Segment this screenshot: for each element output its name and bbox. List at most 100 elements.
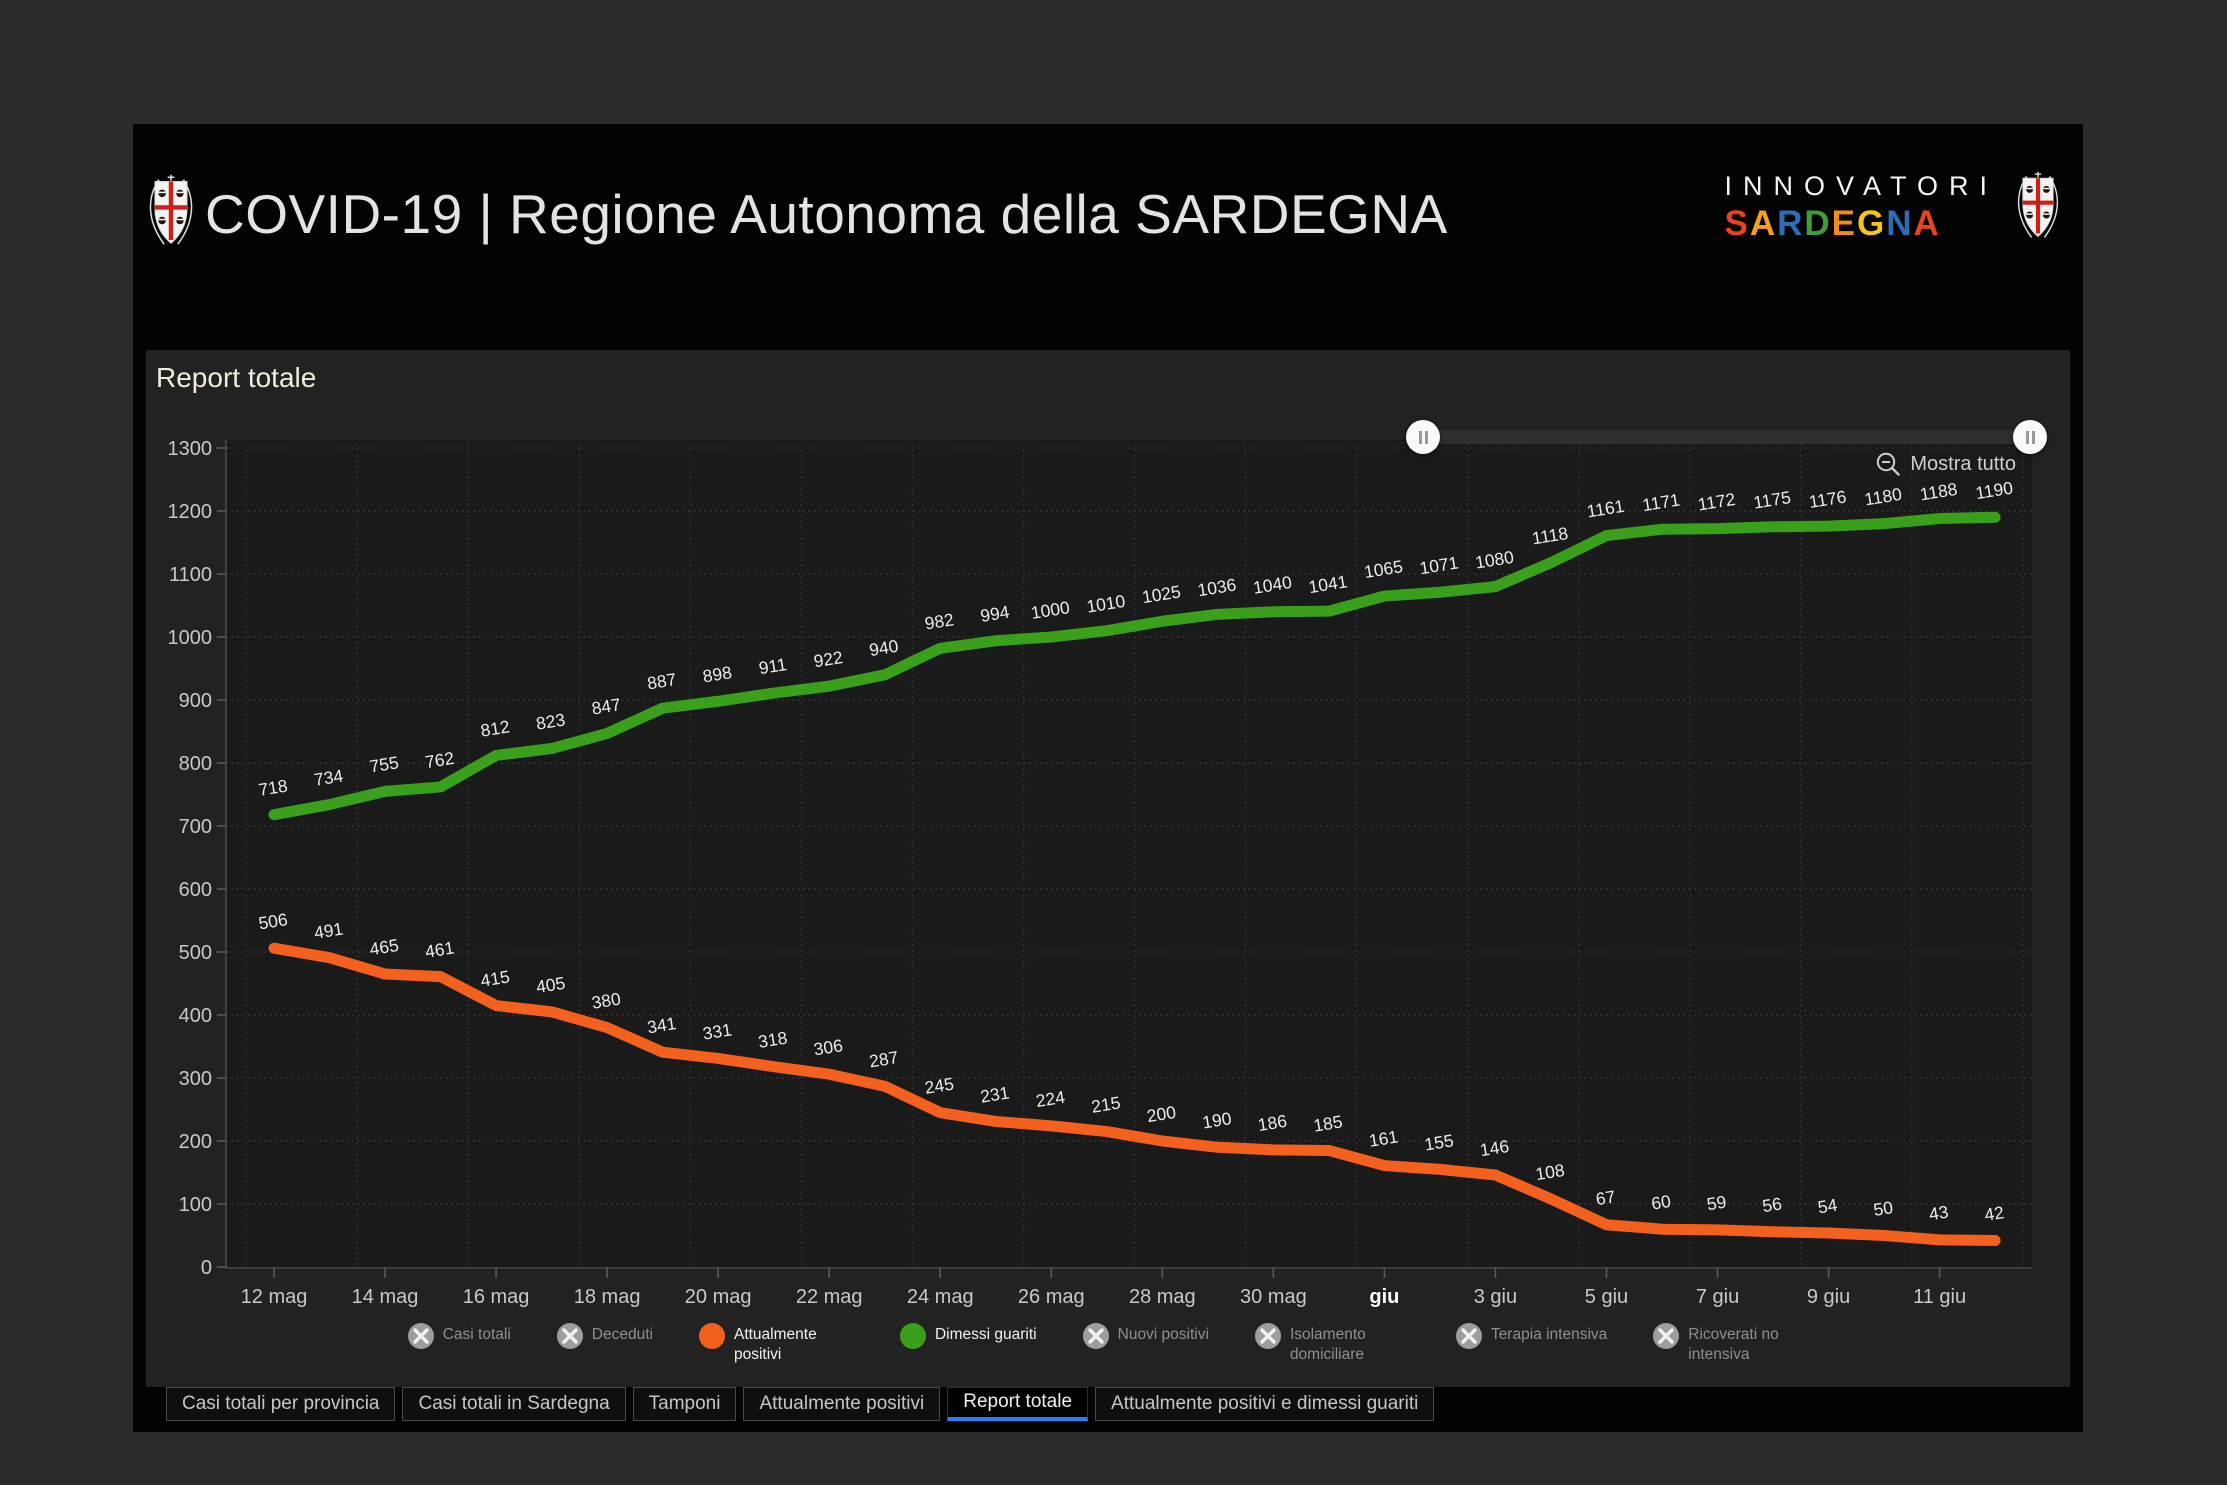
brand-letter: A: [1913, 203, 1941, 243]
page-title: COVID-19 | Regione Autonoma della SARDEG…: [205, 183, 1448, 245]
svg-text:185: 185: [1312, 1111, 1344, 1135]
svg-text:318: 318: [757, 1028, 789, 1052]
svg-text:887: 887: [646, 669, 678, 693]
svg-text:465: 465: [368, 935, 400, 959]
svg-text:224: 224: [1034, 1087, 1066, 1111]
chart-panel: Report totale 0 100 200 300 400 500 600 700 800 9…: [146, 350, 2070, 1387]
legend-series-icon: [899, 1323, 926, 1349]
sardegna-coat-of-arms-icon: [2017, 171, 2059, 238]
legend-item-casi-totali[interactable]: Casi totali: [407, 1323, 511, 1349]
legend-label: Terapia intensiva: [1490, 1326, 1608, 1343]
svg-text:43: 43: [1927, 1202, 1949, 1225]
zoom-out-icon: [1877, 452, 1901, 476]
svg-text:146: 146: [1479, 1136, 1511, 1160]
svg-text:847: 847: [590, 694, 622, 718]
svg-text:755: 755: [368, 752, 400, 776]
range-slider-left-handle[interactable]: [1406, 420, 1440, 454]
svg-text:16 mag: 16 mag: [463, 1286, 530, 1308]
svg-text:405: 405: [535, 973, 567, 997]
svg-text:67: 67: [1594, 1186, 1616, 1209]
svg-text:18 mag: 18 mag: [574, 1286, 641, 1308]
svg-text:186: 186: [1256, 1111, 1288, 1135]
svg-text:28 mag: 28 mag: [1129, 1286, 1196, 1308]
tab-casi-totali-in-sardegna[interactable]: Casi totali in Sardegna: [402, 1387, 626, 1421]
svg-text:56: 56: [1761, 1193, 1783, 1216]
svg-text:30 mag: 30 mag: [1240, 1286, 1307, 1308]
svg-text:12 mag: 12 mag: [241, 1286, 308, 1308]
brand-bottom-text: SARDEGNA: [1724, 204, 1998, 244]
svg-text:762: 762: [424, 748, 456, 772]
svg-text:108: 108: [1534, 1160, 1566, 1184]
svg-text:940: 940: [868, 636, 900, 660]
legend-item-dimessi-guariti[interactable]: Dimessi guariti: [899, 1323, 1037, 1349]
legend-item-ricoverati-no-intensiva[interactable]: Ricoverati no intensiva: [1653, 1323, 1808, 1365]
svg-text:461: 461: [424, 937, 456, 961]
tab-tamponi[interactable]: Tamponi: [632, 1387, 737, 1421]
brand-top-text: INNOVATORI: [1724, 170, 1998, 201]
svg-text:600: 600: [179, 879, 212, 901]
svg-text:898: 898: [701, 662, 733, 686]
svg-text:59: 59: [1705, 1192, 1727, 1215]
range-slider-track[interactable]: [1423, 430, 2030, 444]
svg-text:700: 700: [179, 816, 212, 838]
brand-letter: A: [1749, 203, 1778, 243]
legend-item-isolamento-domiciliare[interactable]: Isolamento domiciliare: [1254, 1323, 1410, 1365]
svg-text:5 giu: 5 giu: [1585, 1286, 1628, 1308]
chart-plot: 0 100 200 300 400 500 600 700 800 900 1000 1100 1200…: [168, 438, 2032, 1308]
tab-attualmente-positivi-e-dimessi-guariti[interactable]: Attualmente positivi e dimessi guariti: [1095, 1387, 1435, 1421]
svg-text:100: 100: [179, 1194, 212, 1216]
svg-text:161: 161: [1367, 1126, 1399, 1150]
svg-text:155: 155: [1423, 1130, 1455, 1154]
tab-report-totale[interactable]: Report totale: [947, 1387, 1089, 1421]
legend-label: Ricoverati no intensiva: [1688, 1326, 1779, 1363]
svg-text:0: 0: [201, 1257, 212, 1279]
sardegna-coat-of-arms-icon: [149, 174, 193, 245]
svg-text:718: 718: [257, 776, 289, 800]
legend-series-icon: [698, 1323, 725, 1349]
legend-item-deceduti[interactable]: Deceduti: [556, 1323, 653, 1349]
svg-text:24 mag: 24 mag: [907, 1286, 974, 1308]
legend-label: Casi totali: [442, 1326, 511, 1343]
svg-text:22 mag: 22 mag: [796, 1286, 863, 1308]
svg-text:giu: giu: [1369, 1286, 1399, 1308]
svg-text:50: 50: [1872, 1197, 1895, 1220]
svg-text:380: 380: [590, 988, 622, 1012]
show-all-button[interactable]: Mostra tutto: [1875, 451, 2016, 477]
svg-text:60: 60: [1650, 1191, 1673, 1214]
svg-text:400: 400: [179, 1005, 212, 1027]
legend-label: Attualmente positivi: [733, 1326, 817, 1363]
brand-letter: R: [1777, 203, 1805, 243]
svg-text:331: 331: [701, 1019, 733, 1043]
svg-text:1100: 1100: [169, 564, 212, 586]
chart-legend: Casi totali Deceduti Attualmente positivi D…: [146, 1323, 2070, 1365]
svg-text:922: 922: [812, 647, 844, 671]
svg-text:7 giu: 7 giu: [1696, 1286, 1739, 1308]
legend-disabled-icon: [1653, 1323, 1680, 1349]
svg-text:734: 734: [313, 765, 345, 789]
legend-item-terapia-intensiva[interactable]: Terapia intensiva: [1455, 1323, 1608, 1349]
legend-item-nuovi-positivi[interactable]: Nuovi positivi: [1082, 1323, 1209, 1349]
legend-label: Nuovi positivi: [1117, 1326, 1209, 1343]
show-all-label: Mostra tutto: [1910, 452, 2016, 475]
legend-item-attualmente-positivi[interactable]: Attualmente positivi: [698, 1323, 854, 1365]
svg-text:415: 415: [479, 966, 511, 990]
svg-text:20 mag: 20 mag: [685, 1286, 752, 1308]
svg-text:300: 300: [179, 1068, 212, 1090]
svg-text:26 mag: 26 mag: [1018, 1286, 1085, 1308]
svg-text:11 giu: 11 giu: [1913, 1286, 1966, 1308]
tab-casi-totali-per-provincia[interactable]: Casi totali per provincia: [166, 1387, 396, 1421]
svg-text:500: 500: [179, 942, 212, 964]
svg-text:3 giu: 3 giu: [1474, 1286, 1517, 1308]
tab-attualmente-positivi[interactable]: Attualmente positivi: [743, 1387, 941, 1421]
brand-letter: E: [1831, 203, 1858, 243]
svg-text:491: 491: [313, 919, 345, 943]
svg-text:14 mag: 14 mag: [352, 1286, 419, 1308]
svg-text:245: 245: [923, 1074, 955, 1098]
svg-text:911: 911: [757, 654, 788, 678]
range-slider-right-handle[interactable]: [2013, 420, 2047, 454]
svg-text:1200: 1200: [168, 501, 213, 523]
svg-text:190: 190: [1201, 1108, 1233, 1132]
dashboard: COVID-19 | Regione Autonoma della SARDEG…: [133, 124, 2083, 1432]
brand-letter: G: [1857, 203, 1887, 243]
